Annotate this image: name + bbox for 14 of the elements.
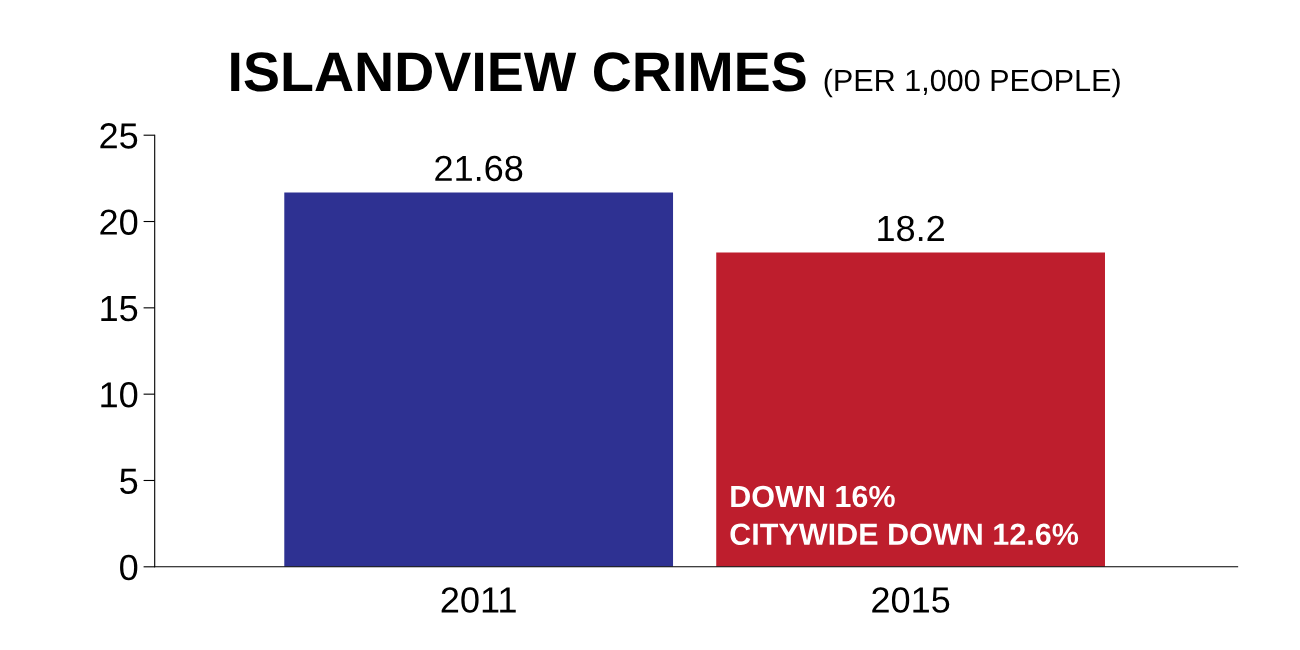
y-tick-label: 0	[120, 554, 138, 581]
annotation: CITYWIDE DOWN 12.6%	[730, 523, 1079, 546]
y-tick-label: 15	[101, 296, 138, 322]
annotation: DOWN 16%	[731, 485, 895, 508]
y-tick-label: 5	[120, 468, 138, 494]
x-tick-label: 2011	[441, 587, 516, 613]
y-tick-label: 10	[101, 382, 138, 408]
y-tick-label: 25	[100, 123, 138, 149]
data-label: 21.68	[435, 155, 523, 182]
y-tick-label: 20	[100, 209, 138, 235]
chart-subtitle: (PER 1,000 PEOPLE)	[824, 68, 1120, 98]
x-tick-label: 2015	[872, 587, 950, 613]
chart-title: ISLANDVIEW CRIMES	[231, 52, 806, 92]
data-label: 18.2	[878, 215, 944, 242]
